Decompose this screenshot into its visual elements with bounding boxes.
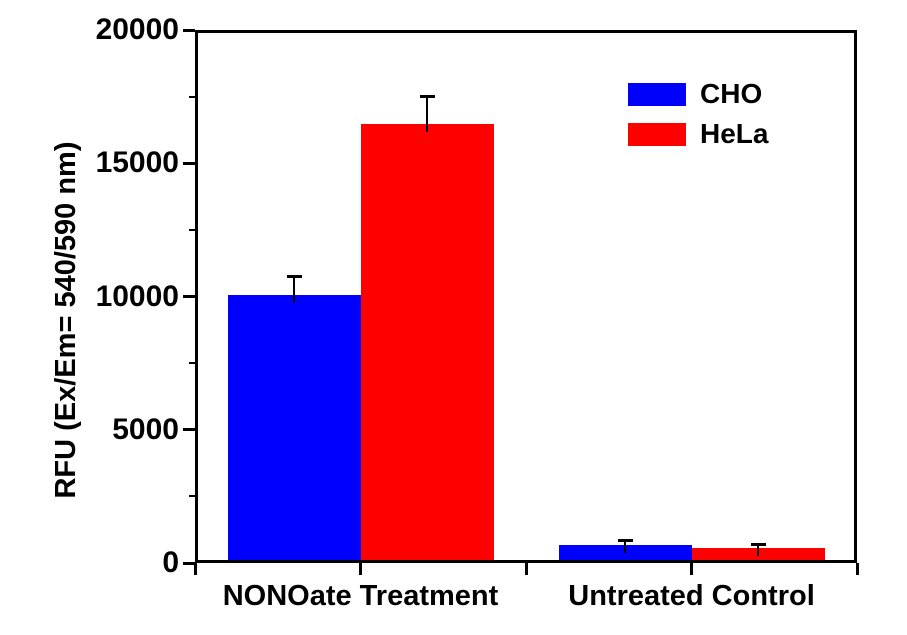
y-axis-title: RFU (Ex/Em= 540/590 nm) xyxy=(50,141,82,499)
y-major-tick-20000 xyxy=(183,28,195,32)
y-tick-label-5000: 5000 xyxy=(112,412,179,446)
legend-label-cho: CHO xyxy=(700,78,763,109)
y-major-tick-0 xyxy=(183,561,195,565)
legend-row-cho: CHO xyxy=(628,78,768,109)
y-minor-tick-7500 xyxy=(189,362,195,365)
x-boundary-tick-0 xyxy=(193,563,197,575)
x-boundary-tick-1 xyxy=(524,563,528,575)
plot-frame xyxy=(195,30,857,563)
y-minor-tick-2500 xyxy=(189,495,195,498)
legend-row-hela: HeLa xyxy=(628,118,769,149)
x-category-label-1: Untreated Control xyxy=(568,580,815,612)
error-bar-line-cho-0 xyxy=(293,276,295,303)
error-bar-cap-hela-0 xyxy=(419,95,435,99)
error-bar-cap-cho-1 xyxy=(617,538,633,542)
y-minor-tick-17500 xyxy=(189,95,195,98)
legend-swatch-hela-icon xyxy=(628,122,686,146)
legend-swatch-cho-icon xyxy=(628,82,686,106)
error-bar-line-hela-0 xyxy=(426,96,428,133)
y-major-tick-15000 xyxy=(183,161,195,165)
error-bar-cap-cho-0 xyxy=(286,275,302,279)
plot-area xyxy=(195,30,857,563)
error-bar-line-cho-1 xyxy=(624,539,626,554)
x-center-tick-1 xyxy=(690,563,693,575)
y-major-tick-10000 xyxy=(183,295,195,298)
y-tick-label-0: 0 xyxy=(162,546,179,579)
legend: CHO HeLa xyxy=(628,78,769,161)
x-center-tick-0 xyxy=(359,563,362,575)
y-major-tick-5000 xyxy=(183,428,195,432)
y-tick-label-15000: 15000 xyxy=(95,146,179,180)
y-tick-label-20000: 20000 xyxy=(95,13,179,46)
error-bar-cap-hela-1 xyxy=(750,543,766,547)
x-category-label-0: NONOate Treatment xyxy=(222,580,499,612)
legend-label-hela: HeLa xyxy=(700,118,769,149)
y-minor-tick-12500 xyxy=(189,228,195,231)
x-boundary-tick-2 xyxy=(855,563,859,575)
bar-hela-0 xyxy=(360,124,494,560)
y-tick-label-10000: 10000 xyxy=(95,279,179,313)
bar-cho-0 xyxy=(227,295,361,560)
error-bar-line-hela-1 xyxy=(757,544,759,557)
